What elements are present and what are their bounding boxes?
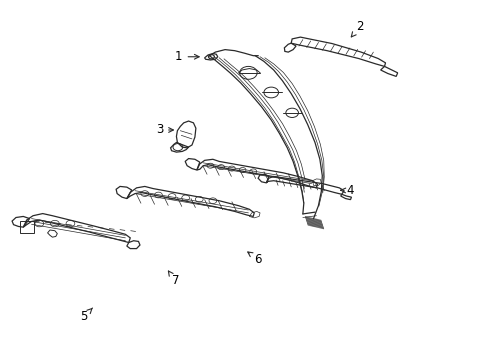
Bar [20, 221, 34, 233]
Text: 3: 3 [155, 123, 173, 136]
Text: 4: 4 [340, 184, 353, 197]
Text: 5: 5 [80, 308, 92, 323]
Text: 2: 2 [350, 20, 363, 37]
Text: 6: 6 [247, 252, 262, 266]
Text: 1: 1 [175, 50, 199, 63]
Text: 7: 7 [168, 271, 179, 287]
